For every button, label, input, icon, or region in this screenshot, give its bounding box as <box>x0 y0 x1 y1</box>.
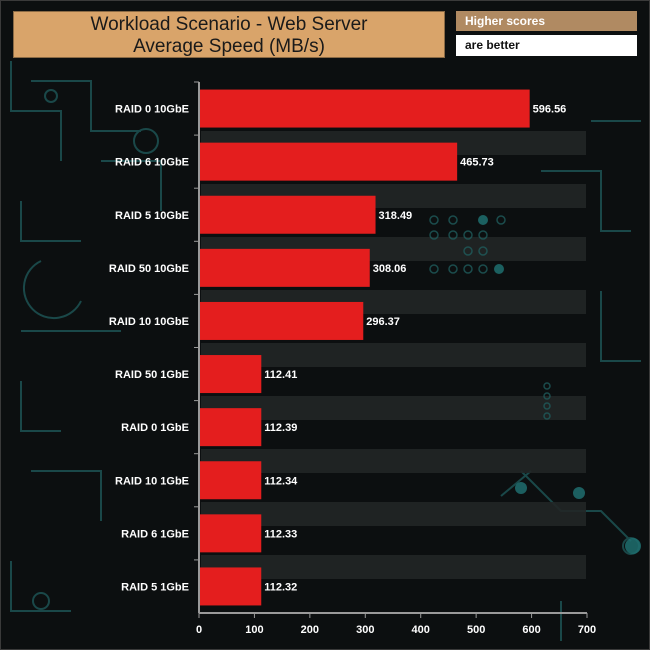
value-label: 112.39 <box>264 422 297 434</box>
bar <box>199 355 262 394</box>
x-tick-label: 600 <box>522 624 540 636</box>
value-label: 318.49 <box>379 210 413 222</box>
category-label: RAID 5 1GbE <box>121 581 189 593</box>
bar <box>199 195 376 234</box>
category-label: RAID 0 1GbE <box>121 422 189 434</box>
bar <box>199 461 262 500</box>
category-label: RAID 10 1GbE <box>115 475 189 487</box>
x-tick-label: 400 <box>412 624 430 636</box>
category-label: RAID 10 10GbE <box>109 316 189 328</box>
bar <box>199 567 262 606</box>
value-label: 112.34 <box>264 475 298 487</box>
value-label: 596.56 <box>533 104 567 116</box>
category-label: RAID 50 1GbE <box>115 369 189 381</box>
x-tick-label: 500 <box>467 624 485 636</box>
value-label: 112.41 <box>264 369 297 381</box>
value-label: 112.33 <box>264 528 297 540</box>
value-label: 308.06 <box>373 263 407 275</box>
x-tick-label: 700 <box>578 624 596 636</box>
bar <box>199 89 530 128</box>
chart-title-line1: Workload Scenario - Web Server <box>90 14 368 35</box>
x-tick-label: 0 <box>196 624 202 636</box>
bar <box>199 142 458 181</box>
legend-note-line2: are better <box>456 35 637 56</box>
bar <box>199 248 370 287</box>
value-label: 296.37 <box>366 316 400 328</box>
category-label: RAID 6 1GbE <box>121 528 189 540</box>
bar <box>199 408 262 447</box>
category-label: RAID 5 10GbE <box>115 210 189 222</box>
x-tick-label: 200 <box>301 624 319 636</box>
chart-title-line2: Average Speed (MB/s) <box>133 36 325 57</box>
x-tick-label: 100 <box>245 624 263 636</box>
category-label: RAID 6 10GbE <box>115 157 189 169</box>
bar <box>199 514 262 553</box>
category-label: RAID 0 10GbE <box>115 104 189 116</box>
x-tick-label: 300 <box>356 624 374 636</box>
bar <box>199 301 364 340</box>
value-label: 465.73 <box>460 157 494 169</box>
category-label: RAID 50 10GbE <box>109 263 189 275</box>
chart-title: Workload Scenario - Web Server Average S… <box>13 11 445 58</box>
legend-note-line1: Higher scores <box>456 11 637 31</box>
value-label: 112.32 <box>264 581 297 593</box>
